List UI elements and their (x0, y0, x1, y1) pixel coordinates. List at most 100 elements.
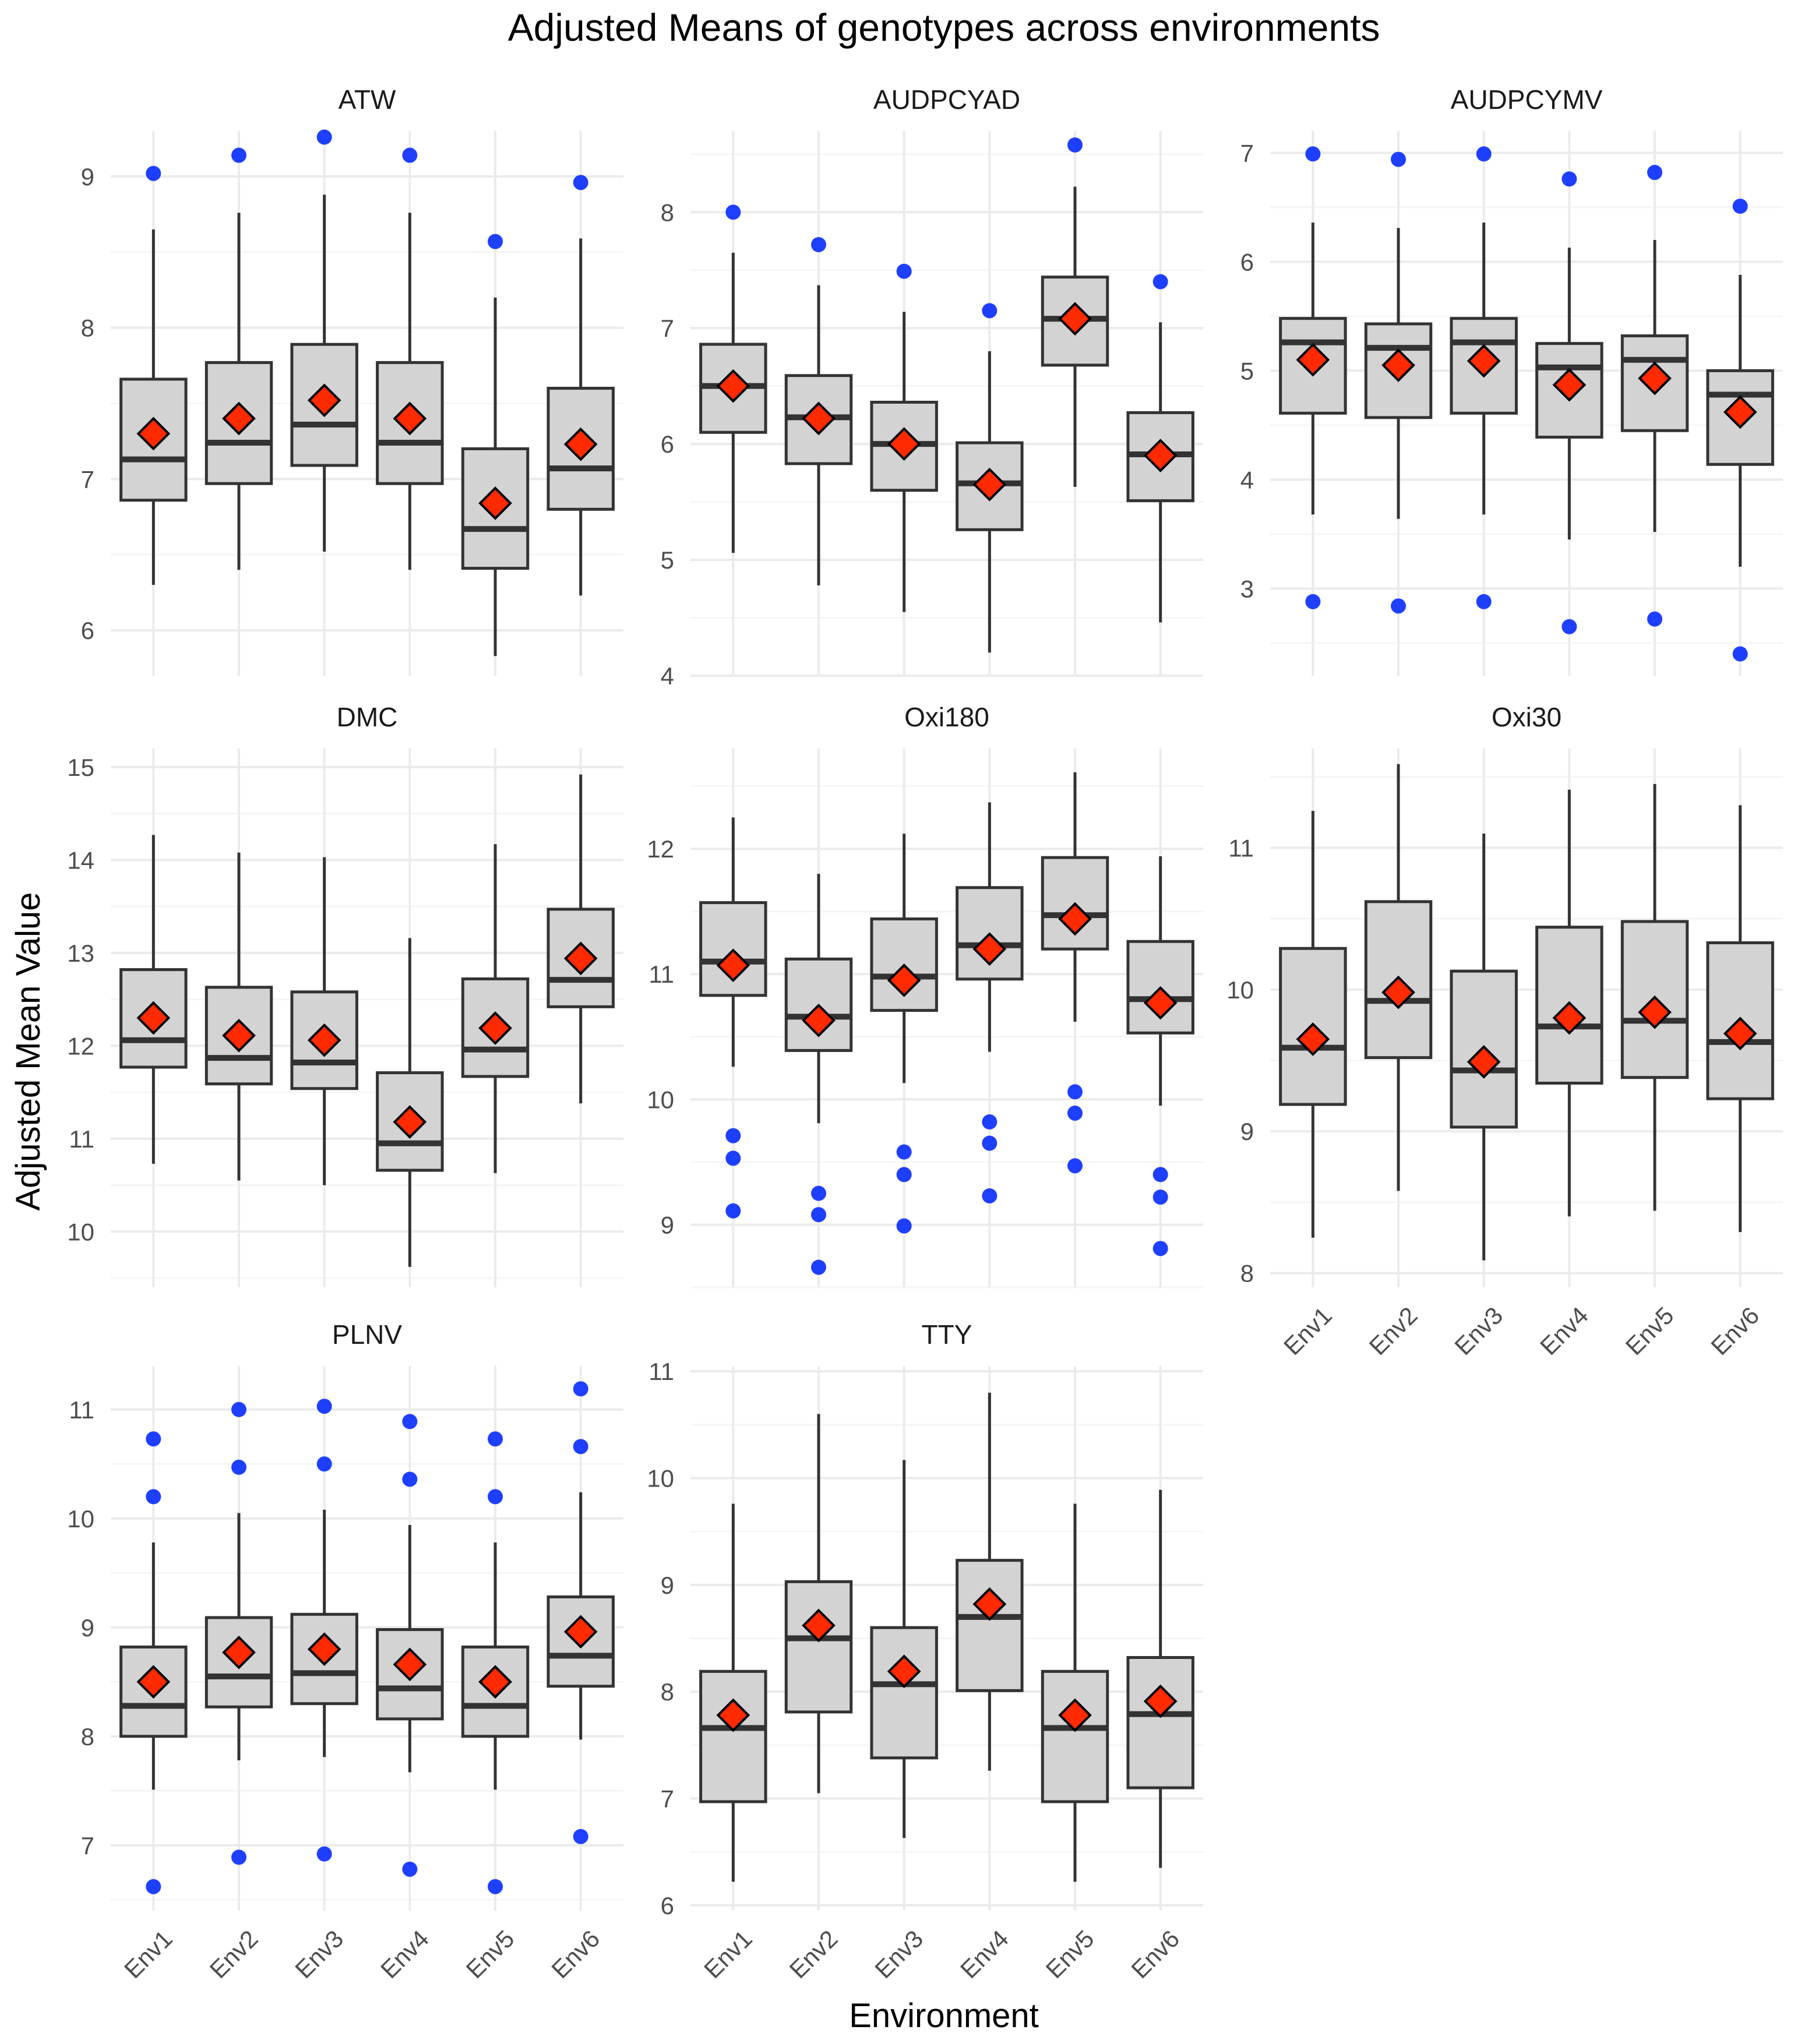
outlier-point (1305, 146, 1321, 162)
box-oxi30-env3 (1450, 834, 1518, 1261)
y-tick-label: 12 (67, 1032, 94, 1060)
mean-marker (887, 427, 921, 461)
mean-marker (1058, 902, 1092, 936)
box-dmc-env1 (119, 835, 188, 1164)
box-iqr (870, 1626, 938, 1760)
y-tick-label: 14 (67, 846, 94, 874)
outlier-point (316, 129, 332, 145)
outlier-point (1391, 151, 1406, 167)
mean-marker (972, 467, 1007, 502)
box-audpcymv-env4 (1535, 171, 1603, 634)
y-tick-label: 7 (81, 1832, 94, 1859)
panel-atw: ATW 6 7 8 9 (81, 84, 623, 676)
box-audpcymv-env6 (1706, 199, 1774, 662)
box-iqr (956, 1559, 1024, 1692)
outlier-point (316, 1399, 332, 1414)
panel-audpcymv: AUDPCYMV 3 4 5 6 7 (1240, 84, 1783, 676)
mean-marker (222, 401, 256, 436)
box-audpcyad-env6 (1126, 274, 1194, 623)
panel-title-plnv: PLNV (332, 1319, 402, 1350)
outlier-point (146, 165, 161, 181)
y-tick-label: 11 (1228, 834, 1254, 862)
mean-marker (1638, 361, 1672, 396)
y-tick-label: 5 (1240, 357, 1254, 384)
box-oxi180-env5 (1041, 772, 1109, 1174)
mean-marker (1143, 1684, 1178, 1718)
box-oxi180-env1 (699, 817, 767, 1219)
mean-marker (307, 1023, 341, 1057)
outlier-point (1391, 598, 1406, 614)
mean-marker (222, 1635, 256, 1669)
y-tick-label: 8 (81, 315, 94, 342)
box-iqr (784, 1580, 853, 1714)
box-oxi180-env6 (1126, 856, 1194, 1256)
mean-marker (393, 1105, 427, 1139)
y-tick-label: 9 (1240, 1118, 1254, 1145)
outlier-point (811, 1207, 826, 1223)
y-tick-label: 6 (1240, 248, 1254, 276)
y-tick-label: 8 (1240, 1260, 1254, 1287)
y-tick-label: 11 (648, 961, 674, 988)
y-tick-label: 6 (661, 1892, 674, 1919)
outlier-point (573, 1828, 588, 1844)
box-atw-env6 (547, 175, 615, 596)
outlier-point (1152, 1189, 1168, 1205)
outlier-point (402, 1861, 418, 1877)
outlier-point (316, 1456, 332, 1472)
box-atw-env5 (461, 234, 530, 656)
box-dmc-env3 (290, 857, 358, 1185)
mean-marker (1381, 348, 1415, 382)
y-tick-label: 8 (661, 199, 674, 226)
box-audpcyad-env1 (699, 204, 767, 553)
mean-marker (563, 941, 598, 976)
outlier-point (488, 234, 503, 249)
box-oxi30-env6 (1706, 805, 1774, 1233)
x-axis-title: Environment (849, 1997, 1039, 2035)
outlier-point (1562, 171, 1577, 187)
box-plnv-env1 (119, 1431, 188, 1894)
outlier-point (1476, 594, 1492, 609)
box-iqr (1126, 1656, 1194, 1789)
panel-title-audpcymv: AUDPCYMV (1451, 84, 1603, 115)
y-tick-label: 9 (81, 1614, 94, 1641)
mean-marker (1467, 344, 1501, 378)
mean-marker (887, 963, 921, 997)
box-tty-env2 (784, 1414, 853, 1794)
outlier-point (1647, 611, 1662, 627)
y-axis-title: Adjusted Mean Value (9, 892, 47, 1210)
mean-marker (716, 948, 750, 982)
outlier-point (982, 1188, 998, 1203)
mean-marker (1296, 1022, 1330, 1056)
y-tick-label: 7 (81, 465, 94, 493)
box-iqr (1535, 342, 1603, 439)
outlier-point (982, 1135, 998, 1151)
y-tick-label: 11 (648, 1358, 674, 1385)
box-plnv-env4 (376, 1414, 444, 1877)
mean-marker (478, 486, 512, 520)
panel-title-audpcyad: AUDPCYAD (873, 84, 1020, 115)
mean-marker (1467, 1045, 1501, 1079)
box-atw-env3 (290, 129, 358, 552)
y-tick-label: 12 (647, 835, 674, 863)
outlier-point (1305, 594, 1321, 609)
y-tick-label: 8 (81, 1723, 94, 1750)
box-oxi30-env1 (1279, 811, 1347, 1238)
outlier-point (1067, 137, 1083, 153)
box-atw-env4 (376, 147, 444, 570)
box-audpcymv-env1 (1279, 146, 1347, 609)
box-atw-env1 (119, 165, 188, 585)
panel-title-oxi180: Oxi180 (904, 702, 989, 732)
mean-marker (1638, 995, 1672, 1029)
outlier-point (1067, 1084, 1083, 1100)
box-dmc-env6 (547, 774, 615, 1104)
mean-marker (222, 1018, 256, 1053)
outlier-point (896, 1144, 912, 1160)
outlier-point (1067, 1105, 1083, 1121)
y-tick-label: 9 (661, 1572, 674, 1599)
panel-title-atw: ATW (339, 84, 396, 115)
mean-marker (136, 1001, 171, 1035)
box-iqr (205, 986, 273, 1086)
y-tick-label: 10 (67, 1505, 94, 1533)
box-oxi180-env3 (870, 834, 938, 1234)
outlier-point (725, 1128, 741, 1143)
